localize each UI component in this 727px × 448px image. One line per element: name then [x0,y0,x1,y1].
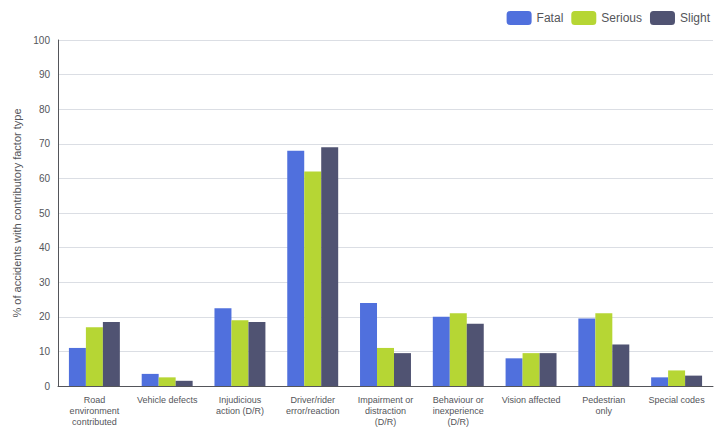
svg-text:environment: environment [70,406,120,416]
svg-text:30: 30 [39,277,51,288]
svg-text:80: 80 [39,104,51,115]
svg-text:inexperience: inexperience [433,406,484,416]
svg-text:Driver/rider: Driver/rider [290,395,335,405]
svg-text:20: 20 [39,311,51,322]
svg-text:Serious: Serious [601,11,642,25]
svg-text:50: 50 [39,208,51,219]
svg-text:Behaviour or: Behaviour or [433,395,484,405]
svg-text:40: 40 [39,242,51,253]
svg-text:(D/R): (D/R) [375,417,397,427]
svg-text:distraction: distraction [365,406,406,416]
svg-text:Impairment or: Impairment or [358,395,414,405]
svg-text:Special codes: Special codes [649,395,706,405]
svg-text:Vehicle defects: Vehicle defects [137,395,198,405]
svg-text:Slight: Slight [680,11,711,25]
svg-text:Vision affected: Vision affected [502,395,561,405]
svg-text:error/reaction: error/reaction [286,406,340,416]
svg-text:Injudicious: Injudicious [219,395,262,405]
svg-text:Fatal: Fatal [537,11,564,25]
svg-text:0: 0 [44,381,50,392]
svg-text:only: only [596,406,613,416]
svg-text:60: 60 [39,173,51,184]
svg-text:(D/R): (D/R) [448,417,470,427]
svg-text:Pedestrian: Pedestrian [582,395,625,405]
svg-text:action (D/R): action (D/R) [216,406,264,416]
svg-text:% of accidents with contributo: % of accidents with contributory factor … [11,108,23,317]
svg-text:contributed: contributed [72,417,117,427]
svg-text:70: 70 [39,138,51,149]
svg-text:10: 10 [39,346,51,357]
svg-text:90: 90 [39,69,51,80]
svg-text:Road: Road [84,395,106,405]
svg-text:100: 100 [33,35,50,46]
